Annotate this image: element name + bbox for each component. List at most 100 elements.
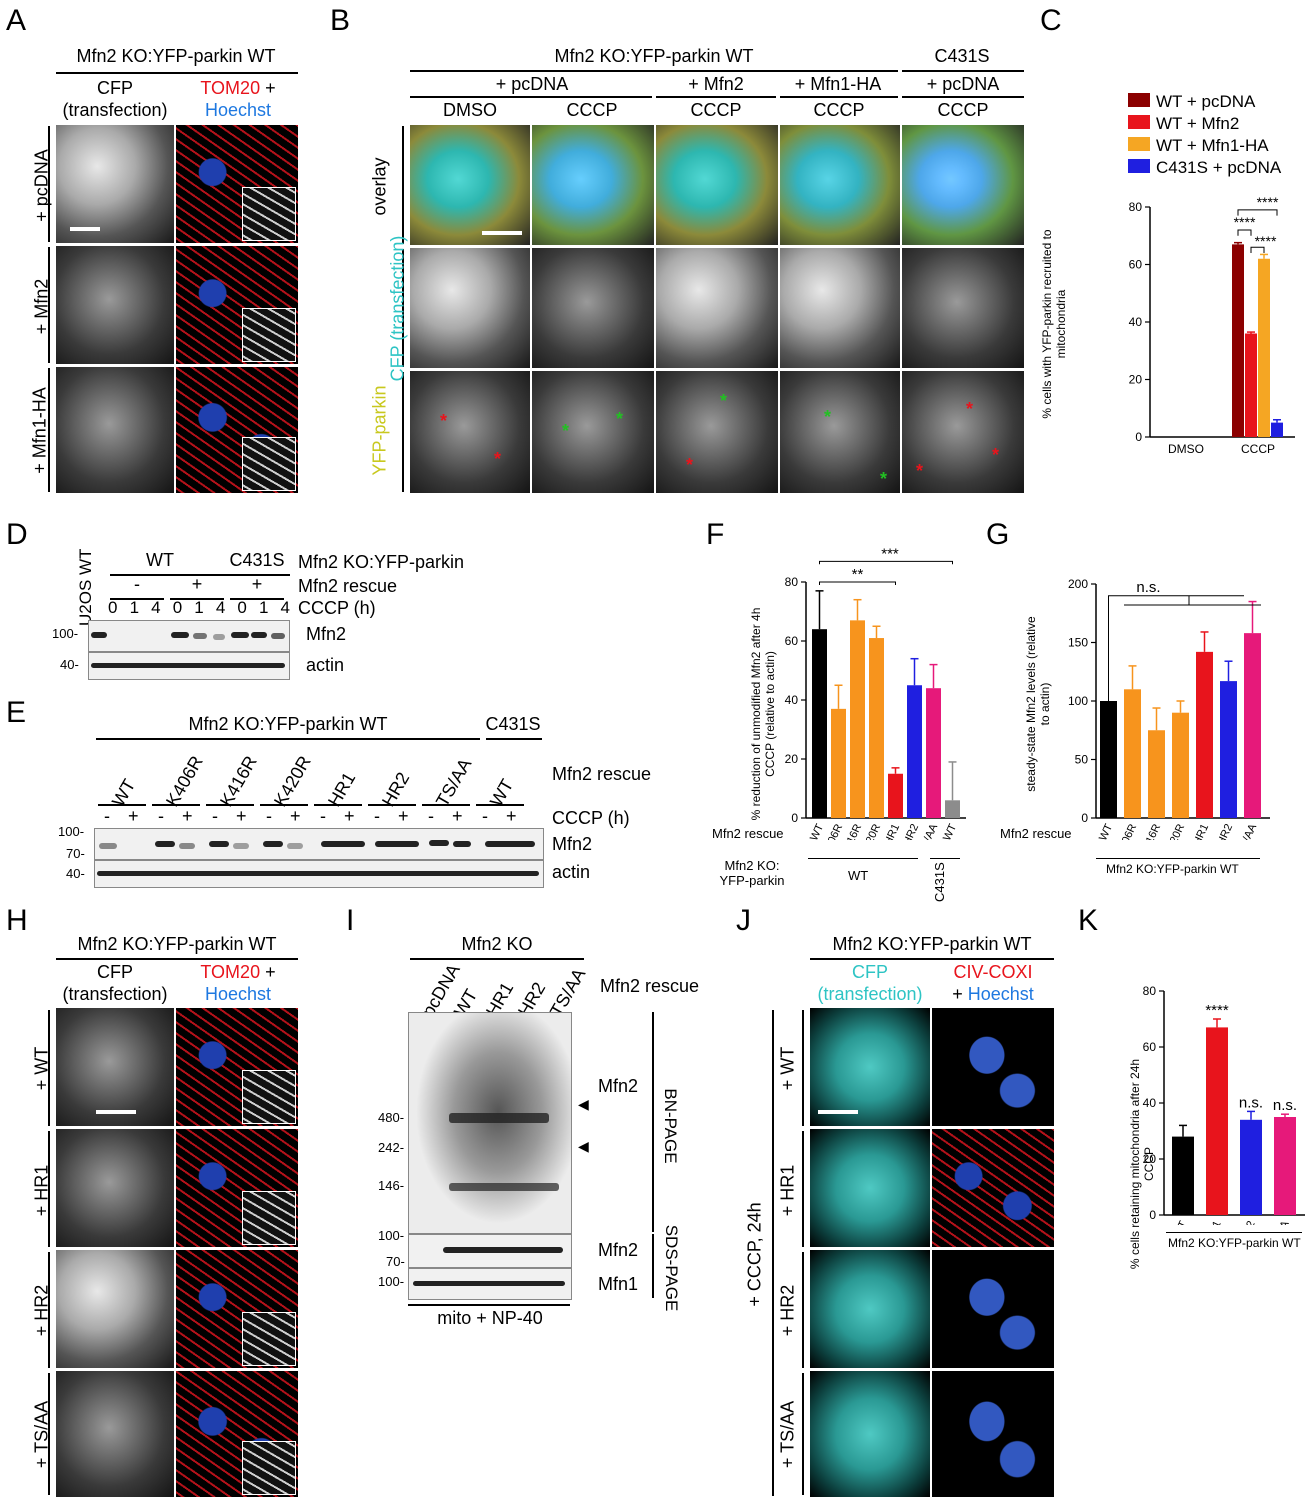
panel-b-cond-1: DMSO — [443, 100, 497, 120]
bar — [1148, 730, 1165, 818]
panel-f-rescue-label: Mfn2 rescue — [712, 826, 784, 841]
bar — [850, 620, 865, 818]
panel-d-rescue-plus2: + — [251, 574, 263, 594]
sig-bracket — [1250, 246, 1265, 253]
bar — [1206, 1027, 1228, 1215]
sig-bracket — [1237, 209, 1278, 216]
y-tick-label: 80 — [785, 575, 799, 589]
x-tick-label: WT — [941, 822, 959, 840]
bar — [1232, 244, 1244, 437]
micrograph-j-civ-tsaa — [932, 1371, 1054, 1497]
micrograph-h-cfp-wt — [56, 1008, 174, 1126]
panel-d-mw-100: 100- — [52, 626, 79, 641]
panel-e-cccp-sign: - — [158, 806, 164, 826]
panel-e-header2: C431S — [485, 714, 541, 734]
panel-j-row-hr2: + HR2 — [777, 1284, 798, 1337]
y-tick-label: 50 — [1075, 753, 1089, 767]
bar — [869, 638, 884, 818]
x-tick-label: K420R — [1162, 822, 1187, 840]
x-tick-label: HR1 — [882, 822, 902, 840]
panel-letter-b: B — [330, 4, 351, 37]
micrograph-b-cfp-2 — [532, 248, 654, 368]
panel-k-genotype: Mfn2 KO:YFP-parkin WT — [1168, 1236, 1301, 1250]
panel-j-col2-line2: + Hoechst — [952, 984, 1034, 1004]
panel-letter-h: H — [6, 904, 28, 937]
micrograph-h-tom20-tsaa — [176, 1371, 298, 1497]
panel-e-header: Mfn2 KO:YFP-parkin WT — [188, 714, 388, 734]
x-tick-label: DMSO — [1168, 442, 1204, 456]
panel-c-legend: WT + pcDNA WT + Mfn2 WT + Mfn1-HA C431S … — [1128, 92, 1281, 180]
blot-e-actin — [94, 860, 544, 888]
panel-b-row-cfp: CFP (transfection) — [387, 235, 408, 382]
blot-d-actin — [88, 652, 290, 680]
y-tick-label: 20 — [785, 752, 799, 766]
panel-j-row-hr1: + HR1 — [777, 1164, 798, 1217]
x-tick-label: K406R — [1114, 822, 1139, 840]
x-tick-label: K416R — [1138, 822, 1163, 840]
panel-i-header: Mfn2 KO — [461, 934, 533, 954]
panel-letter-d: D — [6, 518, 28, 551]
panel-d-mw-40: 40- — [60, 657, 79, 672]
panel-e-cccp-sign: - — [212, 806, 218, 826]
micrograph-b-overlay-5 — [902, 125, 1024, 245]
panel-j-row-wt: + WT — [777, 1046, 798, 1091]
x-tick-label: HR1 — [1204, 1219, 1224, 1225]
panel-d-band-actin: actin — [306, 655, 345, 675]
panel-a-header: Mfn2 KO:YFP-parkin WT — [76, 46, 276, 66]
panel-i-mw-100: 100- — [378, 1228, 405, 1243]
y-tick-label: 0 — [1149, 1208, 1156, 1222]
micrograph-j-cfp-wt — [810, 1008, 930, 1126]
panel-e-cccp-sign: + — [506, 806, 517, 826]
panel-i-band-mfn2-bn: Mfn2 — [598, 1076, 639, 1096]
panel-b-group-mfn2: + Mfn2 — [688, 74, 744, 94]
sig-label: **** — [1234, 214, 1256, 230]
panel-b-cond-5: CCCP — [937, 100, 989, 120]
panel-f-group-c431s: C431S — [932, 862, 947, 902]
micrograph-a-cfp-mfn2 — [56, 246, 174, 364]
sig-label: ** — [852, 566, 864, 583]
panel-c-ylabel: % cells with YFP-parkin recruited to mit… — [1040, 229, 1068, 419]
bar — [1240, 1119, 1262, 1215]
sig-label: n.s. — [1239, 1094, 1263, 1111]
panel-e-rescue-label: Mfn2 rescue — [552, 764, 652, 784]
panel-i-mw-242: 242- — [378, 1140, 405, 1155]
micrograph-b-cfp-3 — [656, 248, 778, 368]
panel-letter-i: I — [346, 904, 355, 937]
panel-letter-e: E — [6, 696, 27, 729]
panel-b-header: Mfn2 KO:YFP-parkin WT — [554, 46, 754, 66]
bar — [1271, 422, 1283, 437]
panel-i-footer: mito + NP-40 — [437, 1308, 543, 1328]
sig-bracket — [1124, 595, 1261, 606]
panel-h-row-tsaa: + TS/AA — [31, 1400, 52, 1469]
panel-j-row-tsaa: + TS/AA — [777, 1400, 798, 1469]
panel-a-row-mfn1ha: + Mfn1-HA — [29, 387, 50, 474]
bar — [1274, 1117, 1296, 1215]
panel-e-cccp-sign: + — [182, 806, 193, 826]
x-tick-label: HR2 — [901, 822, 921, 840]
panel-e-cccp-sign: - — [104, 806, 110, 826]
micrograph-b-yfp-1: * * — [410, 371, 530, 493]
bar — [1244, 633, 1261, 818]
panel-e-band-actin: actin — [552, 862, 591, 882]
panel-d-band-mfn2: Mfn2 — [306, 624, 347, 644]
bar — [1258, 258, 1270, 437]
y-tick-label: 60 — [785, 634, 799, 648]
panel-b-row-overlay: overlay — [369, 157, 390, 216]
panel-e-band-mfn2: Mfn2 — [552, 834, 593, 854]
panel-i-band-mfn1: Mfn1 — [598, 1274, 639, 1294]
panel-g-ylabel: steady-state Mfn2 levels (relative to ac… — [1024, 616, 1052, 792]
panel-e-cccp-sign: - — [482, 806, 488, 826]
panel-d-wt: WT — [146, 550, 174, 570]
micrograph-a-tom20-pcdna — [176, 125, 298, 243]
panel-b-cond-4: CCCP — [813, 100, 865, 120]
y-tick-label: 60 — [1143, 1040, 1157, 1054]
bar — [1245, 333, 1257, 437]
panel-j-col1-line1: CFP — [852, 962, 888, 982]
panel-h-col2-line1: TOM20 + — [200, 962, 276, 982]
bar — [1172, 1136, 1194, 1215]
panel-letter-k: K — [1078, 904, 1099, 937]
legend-swatch — [1128, 115, 1150, 129]
bar — [1172, 712, 1189, 818]
